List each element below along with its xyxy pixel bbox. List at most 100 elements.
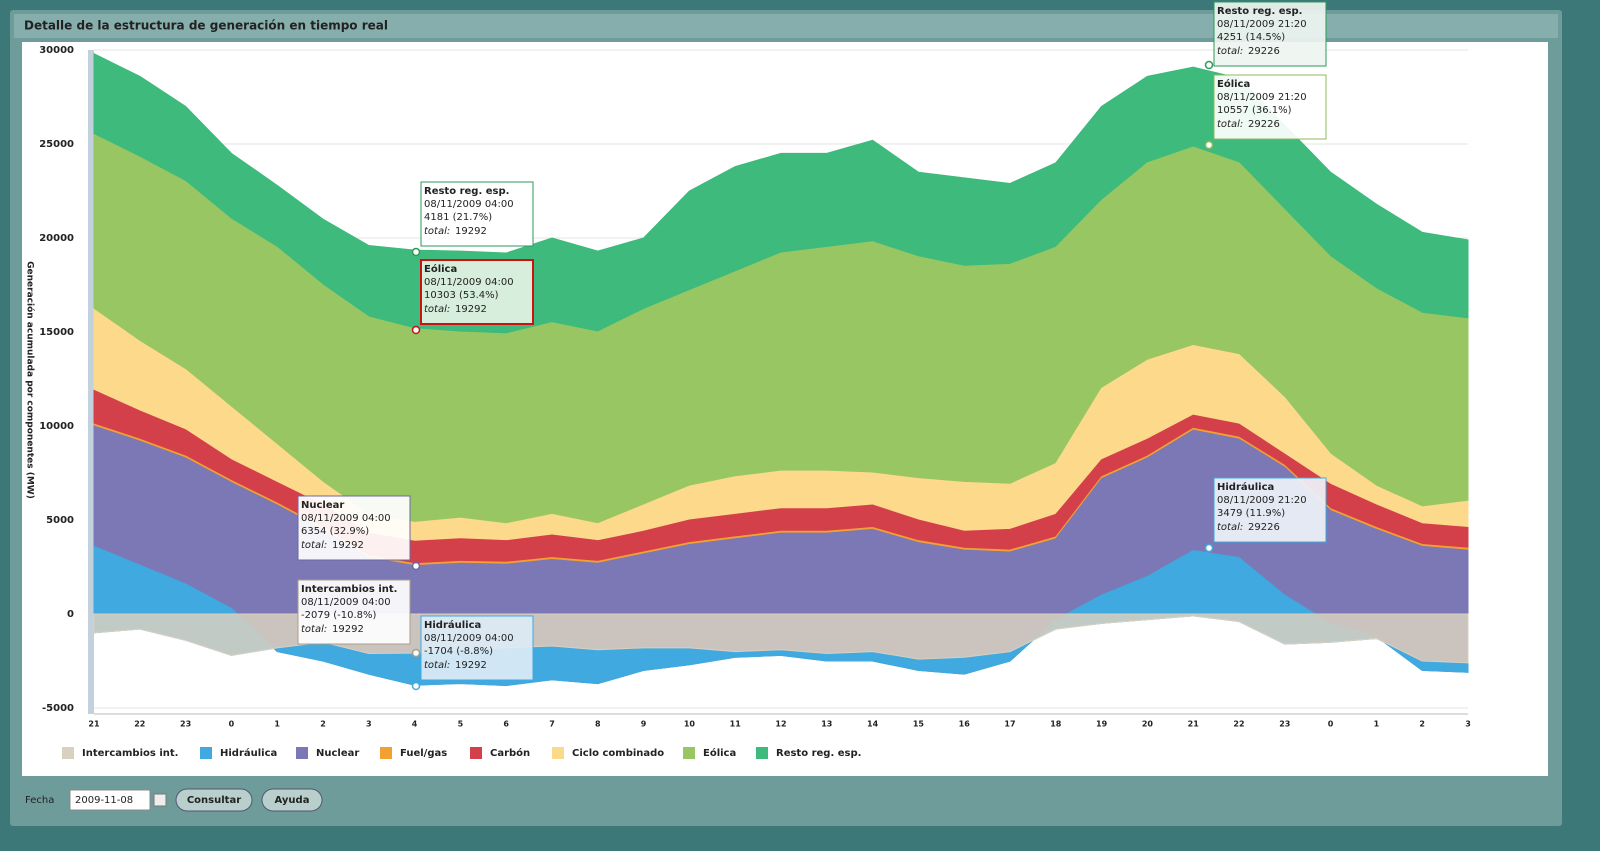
legend-swatch — [756, 747, 768, 759]
x-tick-label: 2 — [320, 720, 326, 729]
tooltip-title: Resto reg. esp. — [1217, 6, 1302, 17]
y-tick-label: 30000 — [39, 45, 74, 56]
tooltip-title: Resto reg. esp. — [424, 186, 509, 197]
tooltip — [420, 259, 534, 325]
tooltip-title: Hidráulica — [1217, 481, 1274, 493]
legend-swatch — [62, 747, 74, 759]
y-tick-label: 5000 — [46, 515, 74, 526]
x-tick-label: 7 — [549, 720, 555, 729]
y-tick-label: 25000 — [39, 139, 74, 150]
tooltip — [297, 579, 411, 645]
marker — [411, 561, 421, 571]
tooltip-total-label: total: — [424, 226, 450, 237]
consultar-button[interactable] — [175, 788, 253, 812]
tooltip-total-label: total: — [1217, 119, 1243, 130]
legend-label: Carbón — [490, 747, 530, 759]
consultar-label[interactable]: Consultar — [187, 795, 241, 806]
tooltip-total-label: total: — [424, 304, 450, 315]
legend-swatch — [552, 747, 564, 759]
legend-swatch — [683, 747, 695, 759]
x-tick-label: 16 — [959, 720, 971, 729]
tooltip — [1213, 477, 1327, 543]
legend-label: Ciclo combinado — [572, 748, 664, 759]
date-value[interactable]: 2009-11-08 — [75, 795, 133, 806]
tooltip-value: 3479 (11.9%) — [1217, 508, 1285, 519]
y-tick-label: -5000 — [42, 703, 74, 714]
x-tick-label: 23 — [1279, 720, 1290, 729]
x-tick-label: 3 — [1465, 720, 1471, 729]
tooltip-total: 29226 — [1248, 46, 1280, 57]
tooltip-date: 08/11/2009 21:20 — [1217, 495, 1307, 506]
x-tick-label: 8 — [595, 720, 601, 729]
y-tick-label: 20000 — [39, 233, 74, 244]
date-label: Fecha — [25, 795, 54, 806]
tooltip-title: Eólica — [1217, 78, 1250, 90]
legend-swatch — [380, 747, 392, 759]
tooltip-value: 6354 (32.9%) — [301, 526, 369, 537]
tooltip-total-label: total: — [1217, 522, 1243, 533]
x-tick-label: 14 — [867, 720, 879, 729]
tooltip-total-label: total: — [301, 540, 327, 551]
x-tick-label: 22 — [134, 720, 145, 729]
date-input[interactable] — [69, 789, 151, 811]
tooltip-date: 08/11/2009 04:00 — [301, 513, 391, 524]
panel-title: Detalle de la estructura de generación e… — [24, 19, 388, 33]
tooltip — [297, 495, 411, 561]
tooltip-title: Eólica — [424, 263, 457, 275]
tooltip-total-label: total: — [1217, 46, 1243, 57]
tooltip-total: 19292 — [332, 624, 364, 635]
marker — [411, 681, 421, 691]
tooltip-value: 10303 (53.4%) — [424, 290, 499, 301]
legend-label: Resto reg. esp. — [776, 748, 861, 759]
marker — [1204, 543, 1214, 553]
tooltip — [1213, 74, 1327, 140]
tooltip-value: 4251 (14.5%) — [1217, 32, 1285, 43]
x-tick-label: 21 — [1188, 720, 1200, 729]
legend-label: Intercambios int. — [82, 748, 178, 759]
x-tick-label: 15 — [913, 720, 925, 729]
tooltip-value: -1704 (-8.8%) — [424, 646, 493, 657]
tooltip-title: Hidráulica — [424, 619, 481, 631]
ayuda-button[interactable] — [261, 788, 323, 812]
tooltip-total: 19292 — [332, 540, 364, 551]
y-tick-label: 0 — [67, 609, 74, 620]
x-tick-label: 2 — [1419, 720, 1425, 729]
marker — [411, 247, 421, 257]
ayuda-label[interactable]: Ayuda — [275, 795, 310, 806]
x-tick-label: 12 — [775, 720, 786, 729]
x-tick-label: 4 — [412, 720, 418, 729]
marker — [411, 648, 421, 658]
marker — [411, 325, 421, 335]
y-tick-label: 10000 — [39, 421, 74, 432]
tooltip — [1213, 1, 1327, 67]
tooltip-value: 4181 (21.7%) — [424, 212, 492, 223]
tooltip — [420, 181, 534, 247]
legend-swatch — [296, 747, 308, 759]
tooltip — [420, 615, 534, 681]
x-tick-label: 23 — [180, 720, 191, 729]
x-tick-label: 22 — [1233, 720, 1244, 729]
legend-swatch — [470, 747, 482, 759]
tooltip-title: Intercambios int. — [301, 584, 397, 595]
tooltip-total: 19292 — [455, 226, 487, 237]
tooltip-total-label: total: — [301, 624, 327, 635]
x-tick-label: 21 — [88, 720, 100, 729]
x-tick-label: 11 — [730, 720, 742, 729]
x-tick-label: 1 — [274, 720, 280, 729]
tooltip-total: 29226 — [1248, 522, 1280, 533]
tooltip-value: -2079 (-10.8%) — [301, 610, 377, 621]
tooltip-total: 29226 — [1248, 119, 1280, 130]
x-tick-label: 18 — [1050, 720, 1062, 729]
x-tick-label: 3 — [366, 720, 372, 729]
x-tick-label: 19 — [1096, 720, 1108, 729]
calendar-icon[interactable] — [153, 793, 167, 807]
y-axis-label: Generación acumulada por componentes (MW… — [25, 261, 36, 499]
tooltip-date: 08/11/2009 04:00 — [301, 597, 391, 608]
tooltip-date: 08/11/2009 21:20 — [1217, 19, 1307, 30]
tooltip-date: 08/11/2009 04:00 — [424, 199, 514, 210]
axis-bar — [88, 50, 94, 714]
x-tick-label: 1 — [1374, 720, 1380, 729]
tooltip-date: 08/11/2009 04:00 — [424, 633, 514, 644]
legend-label: Hidráulica — [220, 747, 277, 759]
